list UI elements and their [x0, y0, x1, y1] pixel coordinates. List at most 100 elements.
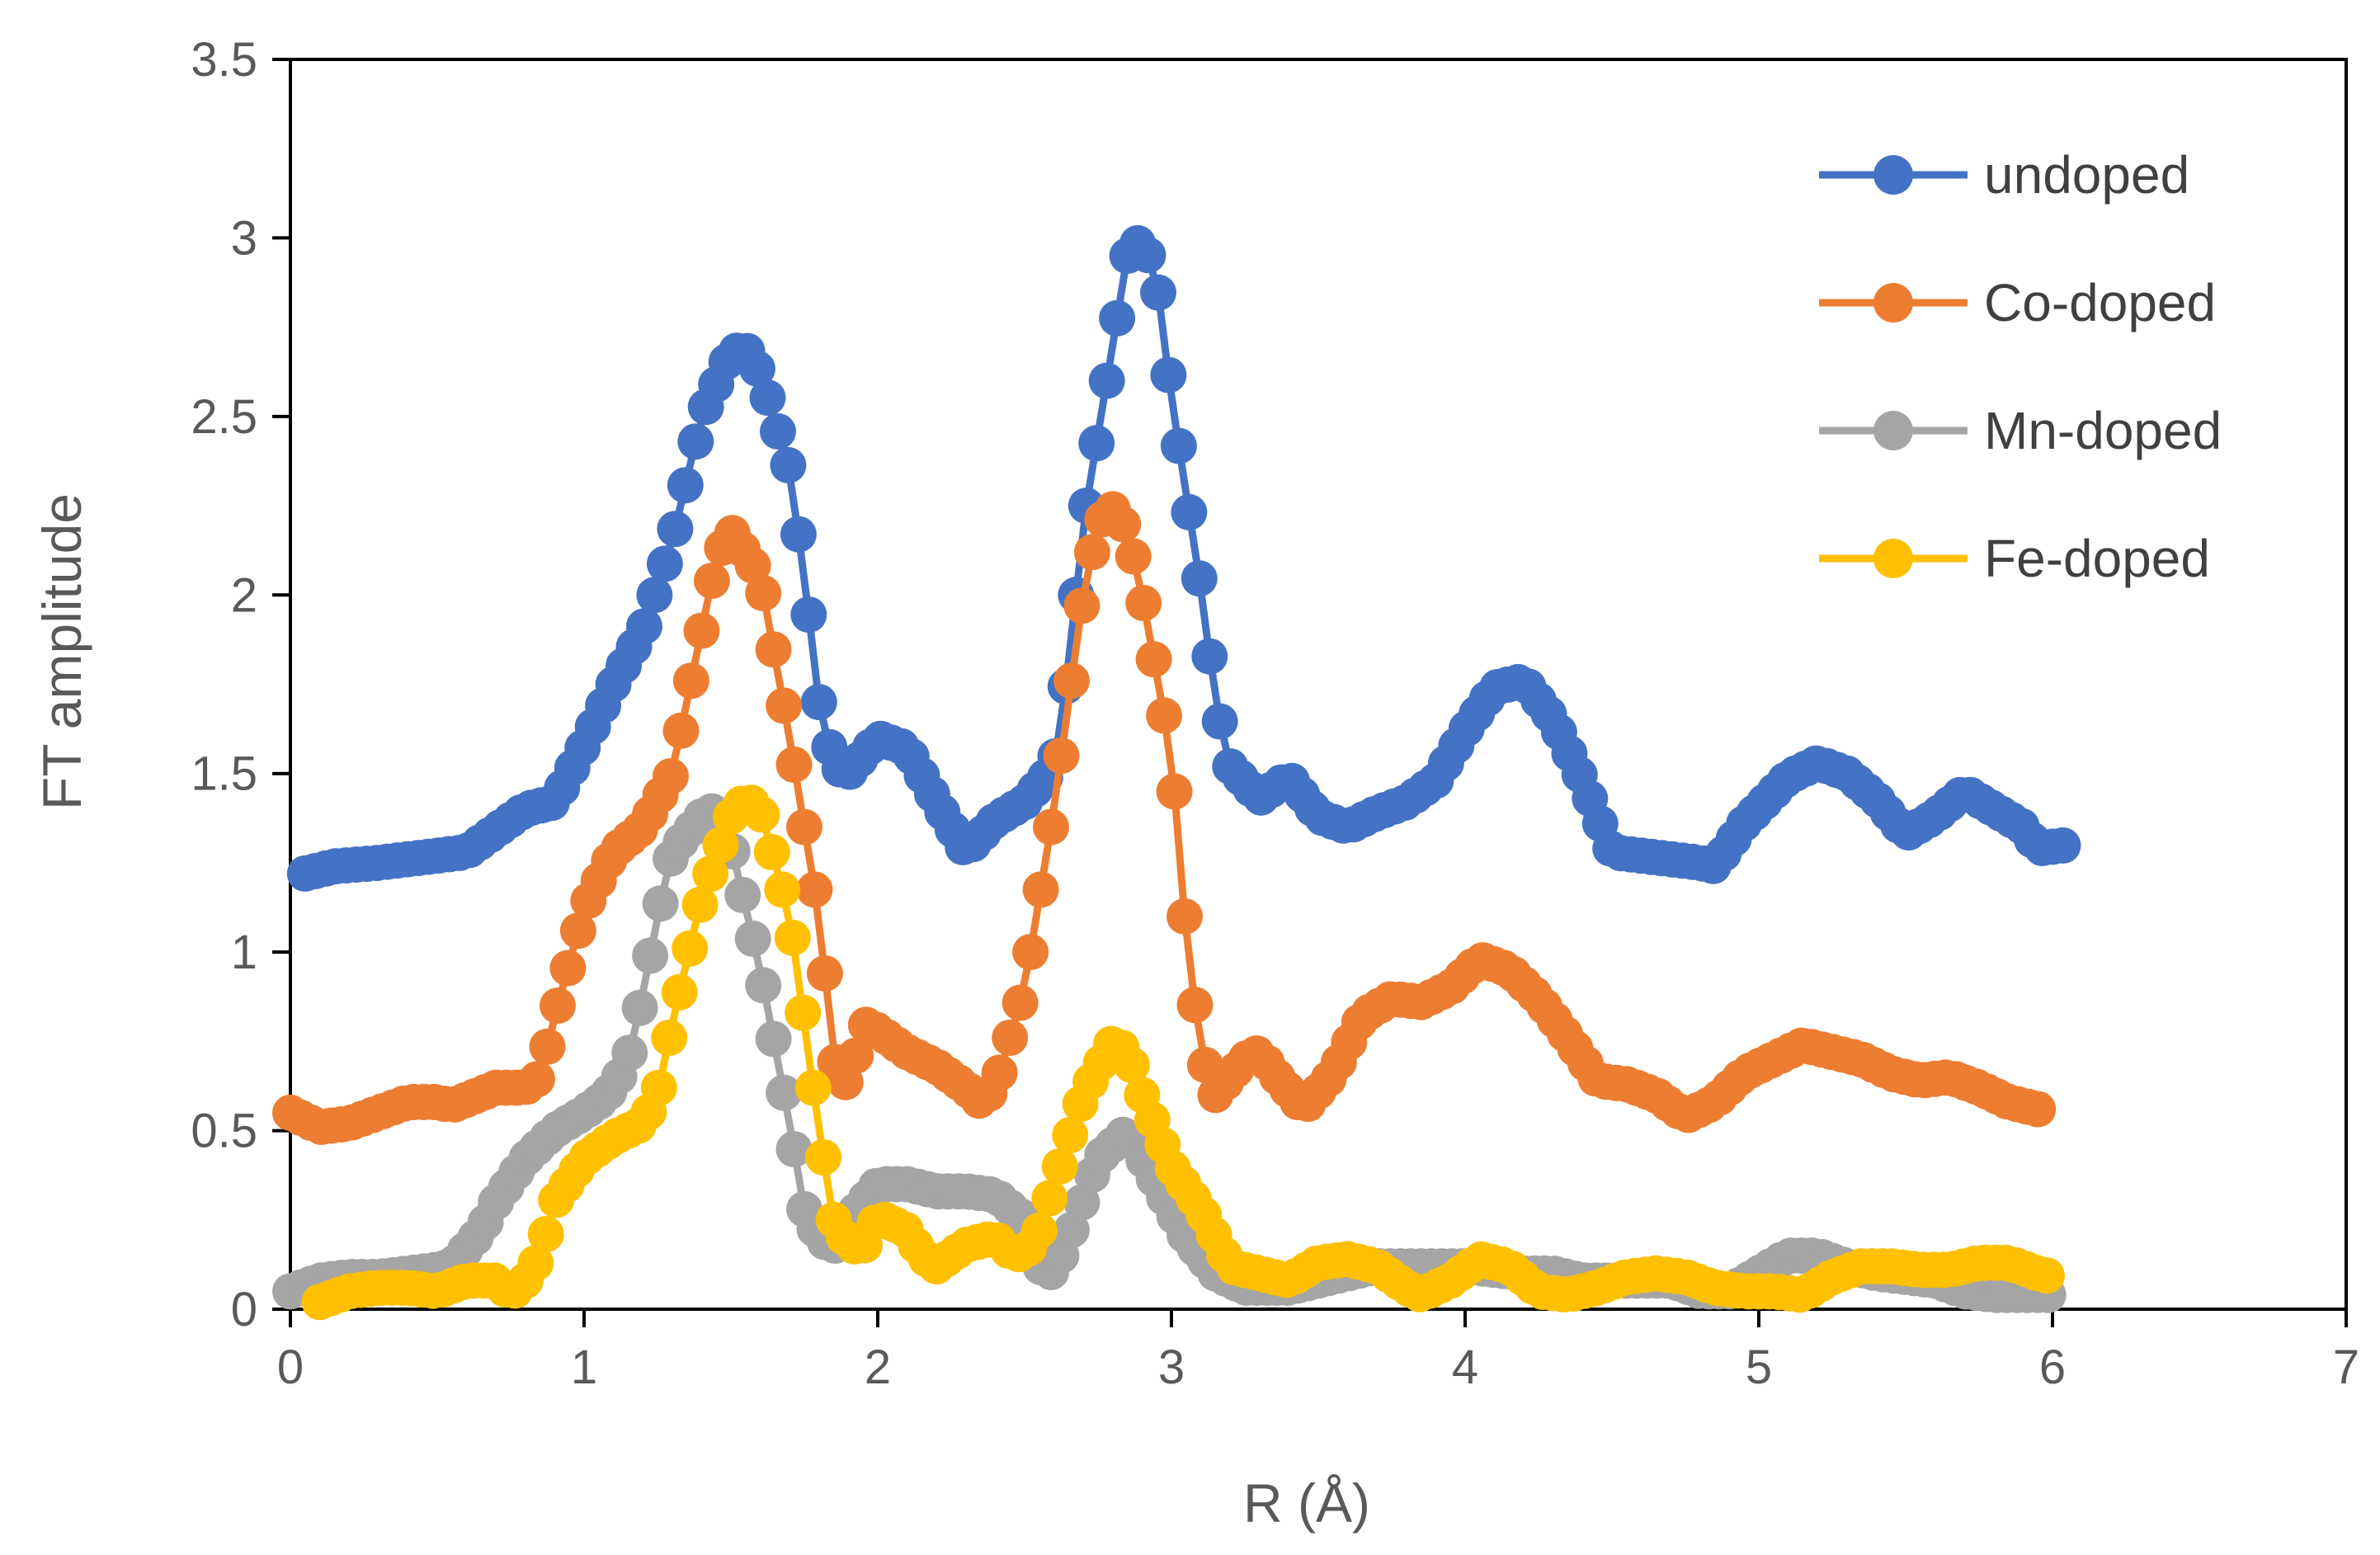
- plot-area-frame: [289, 58, 2348, 1311]
- data-point: [1041, 1147, 1078, 1185]
- data-point: [1012, 934, 1049, 971]
- data-point: [1078, 425, 1115, 462]
- data-point: [764, 871, 801, 908]
- data-point: [734, 547, 771, 584]
- data-point: [1115, 538, 1152, 575]
- data-point: [755, 631, 792, 668]
- data-point: [693, 563, 730, 599]
- x-tick-label: 7: [2333, 1341, 2359, 1394]
- legend-marker: [1873, 283, 1913, 323]
- legend: undoped Co-doped Mn-doped Fe-doped: [1819, 145, 2222, 588]
- data-point: [760, 413, 796, 450]
- data-point: [734, 920, 771, 957]
- y-tick-label: 0.5: [191, 1105, 257, 1158]
- x-tick-label: 2: [865, 1341, 891, 1394]
- data-point: [1033, 808, 1069, 846]
- data-point: [667, 467, 704, 504]
- data-point: [1063, 587, 1100, 624]
- data-point: [559, 912, 596, 949]
- series-undoped: [286, 224, 2081, 892]
- data-point: [1140, 274, 1176, 311]
- data-point: [1191, 638, 1228, 675]
- data-point: [753, 833, 790, 870]
- data-point: [529, 1028, 566, 1065]
- data-point: [640, 1069, 677, 1106]
- data-point: [766, 687, 803, 724]
- data-point: [672, 930, 709, 967]
- data-point: [1156, 773, 1193, 810]
- data-point: [661, 973, 698, 1011]
- legend-item-fe-doped: Fe-doped: [1819, 529, 2210, 588]
- data-point: [1146, 697, 1183, 734]
- x-axis-title: R (Å): [1243, 1473, 1370, 1534]
- y-tick-label: 1: [231, 926, 257, 979]
- y-tick-label: 3.5: [191, 33, 257, 87]
- data-point: [632, 937, 669, 974]
- data-point: [1129, 237, 1166, 274]
- data-point: [785, 994, 822, 1031]
- data-point: [724, 876, 761, 913]
- legend-item-co-doped: Co-doped: [1819, 273, 2216, 332]
- x-tick-label: 4: [1452, 1341, 1478, 1394]
- data-point: [549, 949, 587, 987]
- data-point: [745, 967, 782, 1004]
- data-point: [806, 955, 843, 992]
- data-point: [1105, 506, 1142, 543]
- data-point: [1031, 1180, 1068, 1217]
- data-point: [611, 1034, 648, 1072]
- data-point: [1063, 1184, 1100, 1221]
- data-point: [692, 855, 729, 893]
- data-point: [1125, 585, 1162, 621]
- data-point: [1181, 560, 1218, 597]
- data-point: [657, 511, 694, 548]
- data-point: [1053, 662, 1090, 700]
- data-point: [677, 423, 714, 460]
- data-point: [796, 871, 833, 908]
- data-point: [540, 987, 576, 1025]
- legend-item-undoped: undoped: [1819, 145, 2189, 205]
- data-point: [743, 796, 780, 833]
- data-point: [766, 1074, 803, 1111]
- data-point: [775, 1131, 813, 1168]
- data-point: [2044, 827, 2081, 864]
- y-axis-title: FT amplitude: [31, 493, 92, 810]
- data-point: [805, 1139, 842, 1176]
- legend-item-mn-doped: Mn-doped: [1819, 401, 2222, 460]
- axes-layer: 0 0.5 1 1.5 2 2.5 3 3.5 0 1 2 3 4 5 6 7: [191, 33, 2359, 1394]
- data-point: [1176, 987, 1214, 1024]
- data-point: [786, 808, 822, 846]
- series-fe-doped: [301, 785, 2065, 1321]
- data-point: [755, 1020, 792, 1058]
- data-point: [981, 1054, 1018, 1091]
- data-point: [749, 379, 786, 417]
- data-point: [1088, 362, 1125, 399]
- x-tick-label: 3: [1158, 1341, 1185, 1394]
- y-tick-label: 3: [231, 211, 257, 265]
- data-point: [1099, 299, 1136, 337]
- data-point: [642, 885, 679, 922]
- data-point: [745, 575, 782, 612]
- data-point: [1052, 1117, 1089, 1153]
- x-tick-label: 0: [277, 1341, 304, 1394]
- data-point: [1001, 984, 1039, 1021]
- data-point: [672, 662, 709, 700]
- data-point: [1201, 703, 1238, 740]
- data-point: [1022, 871, 1059, 908]
- data-point: [790, 596, 827, 634]
- data-point: [992, 1020, 1029, 1056]
- data-point: [519, 1061, 555, 1098]
- data-point: [1020, 1212, 1058, 1249]
- y-tick-label: 0: [231, 1283, 257, 1336]
- data-point: [653, 758, 689, 794]
- x-tick-label: 5: [1746, 1341, 1772, 1394]
- data-point: [702, 827, 739, 864]
- legend-label: Fe-doped: [1984, 529, 2210, 588]
- x-tick-label: 1: [571, 1341, 597, 1394]
- data-point: [651, 1020, 688, 1056]
- data-point: [1043, 737, 1080, 775]
- data-point: [2019, 1091, 2057, 1128]
- x-tick-label: 6: [2039, 1341, 2066, 1394]
- data-point: [1150, 356, 1187, 393]
